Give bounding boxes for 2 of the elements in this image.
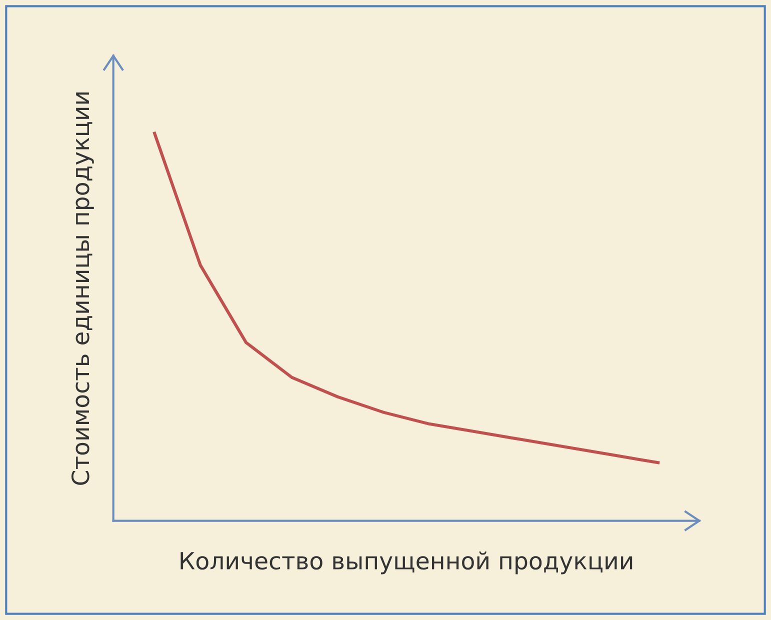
x-axis-title: Количество выпущенной продукции [180, 551, 632, 574]
y-axis-title: Стоимость единицы продукции [71, 92, 94, 485]
